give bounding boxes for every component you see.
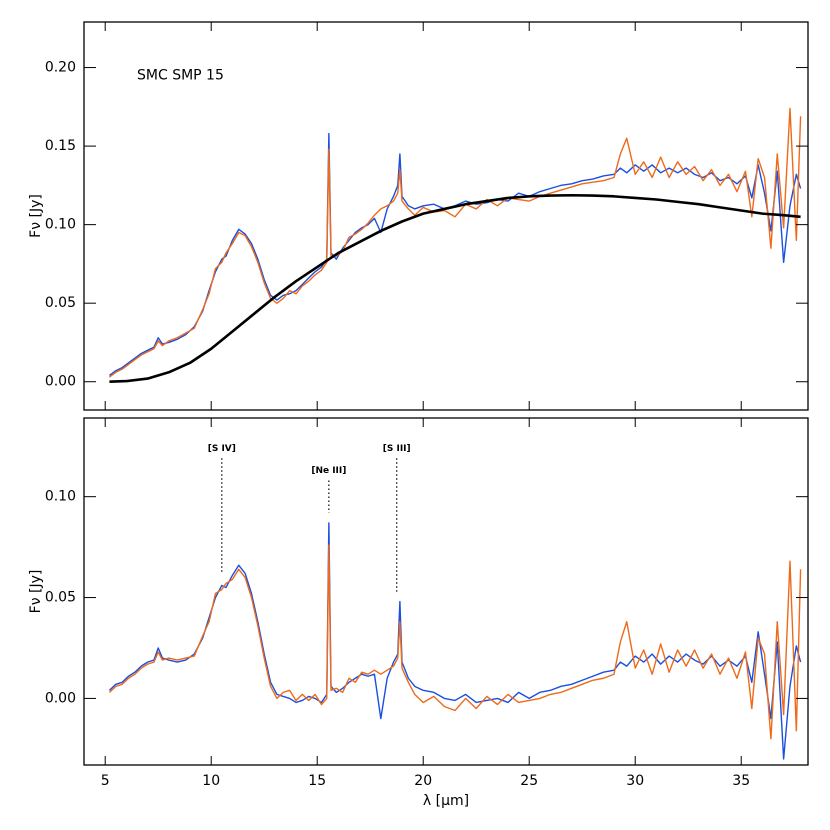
line-label: [Ne III]: [311, 466, 346, 476]
x-tick-label: 35: [732, 773, 750, 789]
line-label: [S III]: [383, 444, 411, 454]
spectrum-line: [109, 107, 802, 378]
spectrum-line: [108, 522, 802, 760]
x-tick-label: 10: [202, 773, 220, 789]
y-axis-label: Fν [Jy]: [28, 570, 44, 614]
plot-frame: [83, 417, 809, 766]
y-tick-label: 0.05: [45, 295, 76, 311]
x-tick-label: 20: [414, 773, 432, 789]
y-tick-label: 0.00: [45, 374, 76, 390]
x-tick-label: 5: [101, 773, 110, 789]
y-tick-label: 0.05: [45, 590, 76, 606]
x-tick-label: 15: [308, 773, 326, 789]
x-tick-label: 30: [626, 773, 644, 789]
spectrum-line: [109, 193, 801, 384]
plot-frame: [83, 21, 809, 411]
y-axis-label: Fν [Jy]: [28, 194, 44, 238]
spectrum-line: [108, 544, 802, 740]
y-tick-label: 0.15: [45, 138, 76, 154]
x-tick-label: 25: [520, 773, 538, 789]
line-label: [S IV]: [208, 444, 236, 454]
x-axis-label: λ [μm]: [423, 793, 469, 809]
y-tick-label: 0.00: [45, 690, 76, 706]
annotation: SMC SMP 15: [137, 67, 224, 83]
y-tick-label: 0.10: [45, 489, 76, 505]
y-tick-label: 0.20: [45, 60, 76, 76]
y-tick-label: 0.10: [45, 217, 76, 233]
